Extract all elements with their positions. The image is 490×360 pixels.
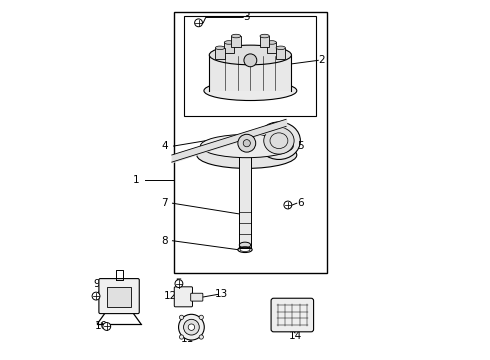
Text: 13: 13 — [215, 289, 228, 299]
Circle shape — [179, 315, 184, 319]
Bar — [267, 42, 276, 53]
Text: 1: 1 — [133, 175, 140, 185]
Ellipse shape — [276, 46, 285, 50]
Bar — [231, 36, 241, 47]
Ellipse shape — [260, 34, 270, 38]
Ellipse shape — [204, 81, 297, 100]
Text: 9: 9 — [94, 279, 100, 289]
Bar — [209, 55, 292, 91]
Ellipse shape — [267, 41, 276, 44]
Text: 2: 2 — [318, 55, 325, 65]
Bar — [239, 156, 251, 248]
Ellipse shape — [258, 122, 300, 159]
Circle shape — [199, 335, 203, 339]
Ellipse shape — [209, 45, 292, 65]
Bar — [276, 48, 285, 59]
Ellipse shape — [200, 134, 293, 158]
Bar — [215, 48, 224, 59]
Circle shape — [103, 323, 111, 330]
Circle shape — [178, 314, 204, 340]
Ellipse shape — [224, 41, 234, 44]
Text: 10: 10 — [95, 321, 108, 332]
Circle shape — [238, 134, 256, 152]
Bar — [107, 287, 131, 307]
Text: 8: 8 — [162, 236, 168, 246]
Text: 5: 5 — [297, 141, 304, 151]
Circle shape — [188, 324, 195, 330]
Circle shape — [92, 292, 100, 300]
Ellipse shape — [239, 242, 251, 248]
Ellipse shape — [264, 127, 294, 154]
Circle shape — [243, 140, 250, 147]
Bar — [224, 42, 234, 53]
FancyBboxPatch shape — [271, 298, 314, 332]
FancyBboxPatch shape — [99, 279, 139, 314]
Circle shape — [179, 335, 184, 339]
FancyBboxPatch shape — [191, 293, 203, 301]
Circle shape — [175, 280, 183, 288]
Text: 4: 4 — [162, 141, 168, 151]
Text: 14: 14 — [289, 332, 302, 342]
Circle shape — [244, 54, 257, 67]
Ellipse shape — [215, 46, 224, 50]
Ellipse shape — [231, 34, 241, 38]
Bar — [260, 36, 270, 47]
Text: 7: 7 — [162, 198, 168, 208]
Text: 12: 12 — [164, 291, 177, 301]
Circle shape — [284, 201, 292, 209]
FancyBboxPatch shape — [174, 287, 193, 307]
Bar — [184, 16, 317, 116]
Bar — [173, 12, 327, 273]
Ellipse shape — [197, 141, 297, 168]
Circle shape — [184, 319, 199, 335]
Circle shape — [199, 315, 203, 319]
Text: 3: 3 — [244, 13, 250, 22]
Text: 11: 11 — [181, 334, 195, 344]
Text: 6: 6 — [297, 198, 304, 208]
Circle shape — [195, 19, 202, 27]
